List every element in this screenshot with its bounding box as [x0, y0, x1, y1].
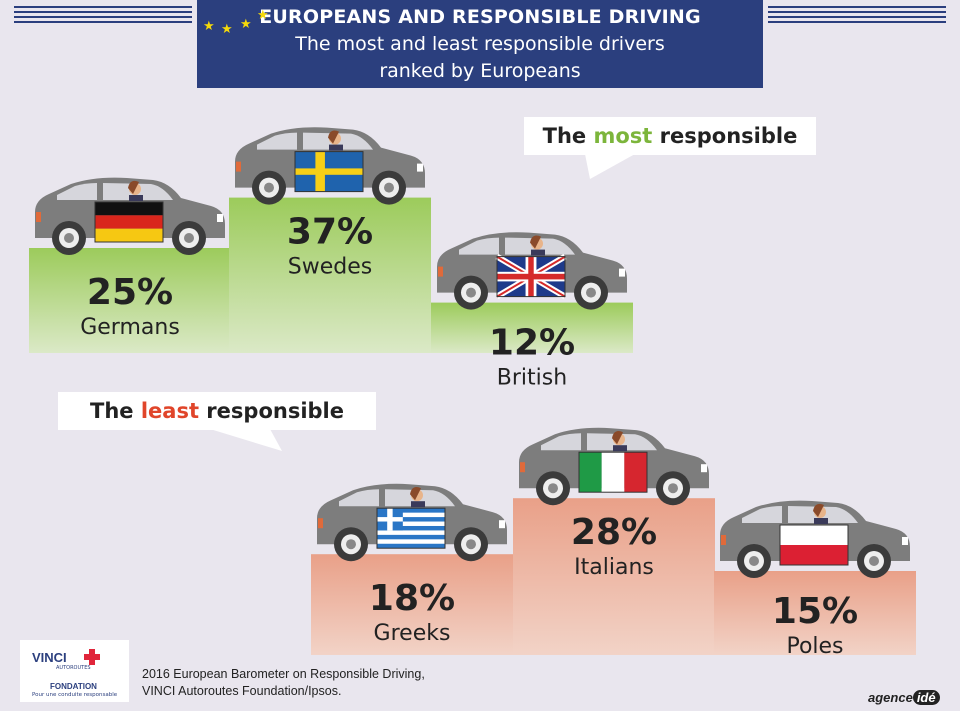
driver-icon — [813, 503, 828, 524]
category-label: Italians — [574, 555, 654, 580]
uk-flag — [495, 254, 567, 300]
car-icon — [720, 500, 910, 578]
germany-flag — [94, 201, 164, 243]
value-label: 15% — [772, 591, 858, 632]
eu-stars-icon: ★ ★ ★ ★ — [203, 8, 269, 37]
svg-text:★: ★ — [221, 22, 233, 37]
driver-icon — [530, 235, 545, 256]
value-label: 25% — [87, 272, 173, 313]
car-icon — [35, 177, 225, 255]
italy-flag — [578, 451, 648, 493]
podium-bar — [513, 498, 715, 655]
driver-icon — [612, 431, 627, 452]
car-icon — [317, 483, 507, 562]
most-responsible-title: The most responsible — [524, 117, 816, 155]
driver-icon — [128, 180, 143, 201]
vinci-logo: VINCI AUTOROUTES FONDATION Pour une cond… — [20, 640, 129, 702]
svg-text:★: ★ — [257, 8, 269, 23]
page-title: EUROPEANS AND RESPONSIBLE DRIVING — [259, 6, 701, 28]
category-label: Poles — [786, 634, 843, 659]
podium-bar — [311, 554, 513, 655]
category-label: Greeks — [374, 621, 451, 646]
podium-bar — [229, 197, 431, 353]
category-label: Germans — [80, 315, 180, 340]
value-label: 12% — [489, 323, 575, 364]
car-icon — [235, 127, 425, 205]
vinci-cross-icon — [84, 649, 100, 665]
sweden-flag — [294, 151, 364, 193]
svg-text:★: ★ — [240, 17, 252, 32]
agency-logo: agence idé — [868, 690, 940, 705]
car-icon — [437, 232, 627, 310]
podium-bar — [714, 571, 916, 655]
page-subtitle-line1: The most and least responsible drivers — [295, 33, 665, 55]
least-highlight: least — [140, 399, 199, 423]
source-note: 2016 European Barometer on Responsible D… — [142, 667, 425, 698]
value-label: 18% — [369, 578, 455, 619]
header-banner: EUROPEANS AND RESPONSIBLE DRIVING The mo… — [197, 0, 763, 88]
decorative-stripes — [14, 6, 946, 23]
category-label: British — [497, 366, 567, 391]
most-highlight: most — [593, 124, 653, 148]
value-label: 37% — [287, 212, 373, 253]
podium-bar — [29, 248, 231, 353]
bubble-tail — [210, 429, 282, 451]
podium-bar — [431, 302, 633, 353]
category-label: Swedes — [288, 255, 372, 280]
least-responsible-title: The least responsible — [58, 392, 376, 430]
driver-icon — [410, 487, 425, 508]
value-label: 28% — [571, 512, 657, 553]
greece-flag — [376, 507, 446, 549]
bubble-tail — [585, 154, 635, 179]
driver-icon — [328, 130, 343, 151]
svg-text:★: ★ — [203, 19, 215, 34]
page-subtitle-line2: ranked by Europeans — [379, 60, 581, 82]
poland-flag — [779, 524, 849, 566]
car-icon — [519, 427, 709, 506]
